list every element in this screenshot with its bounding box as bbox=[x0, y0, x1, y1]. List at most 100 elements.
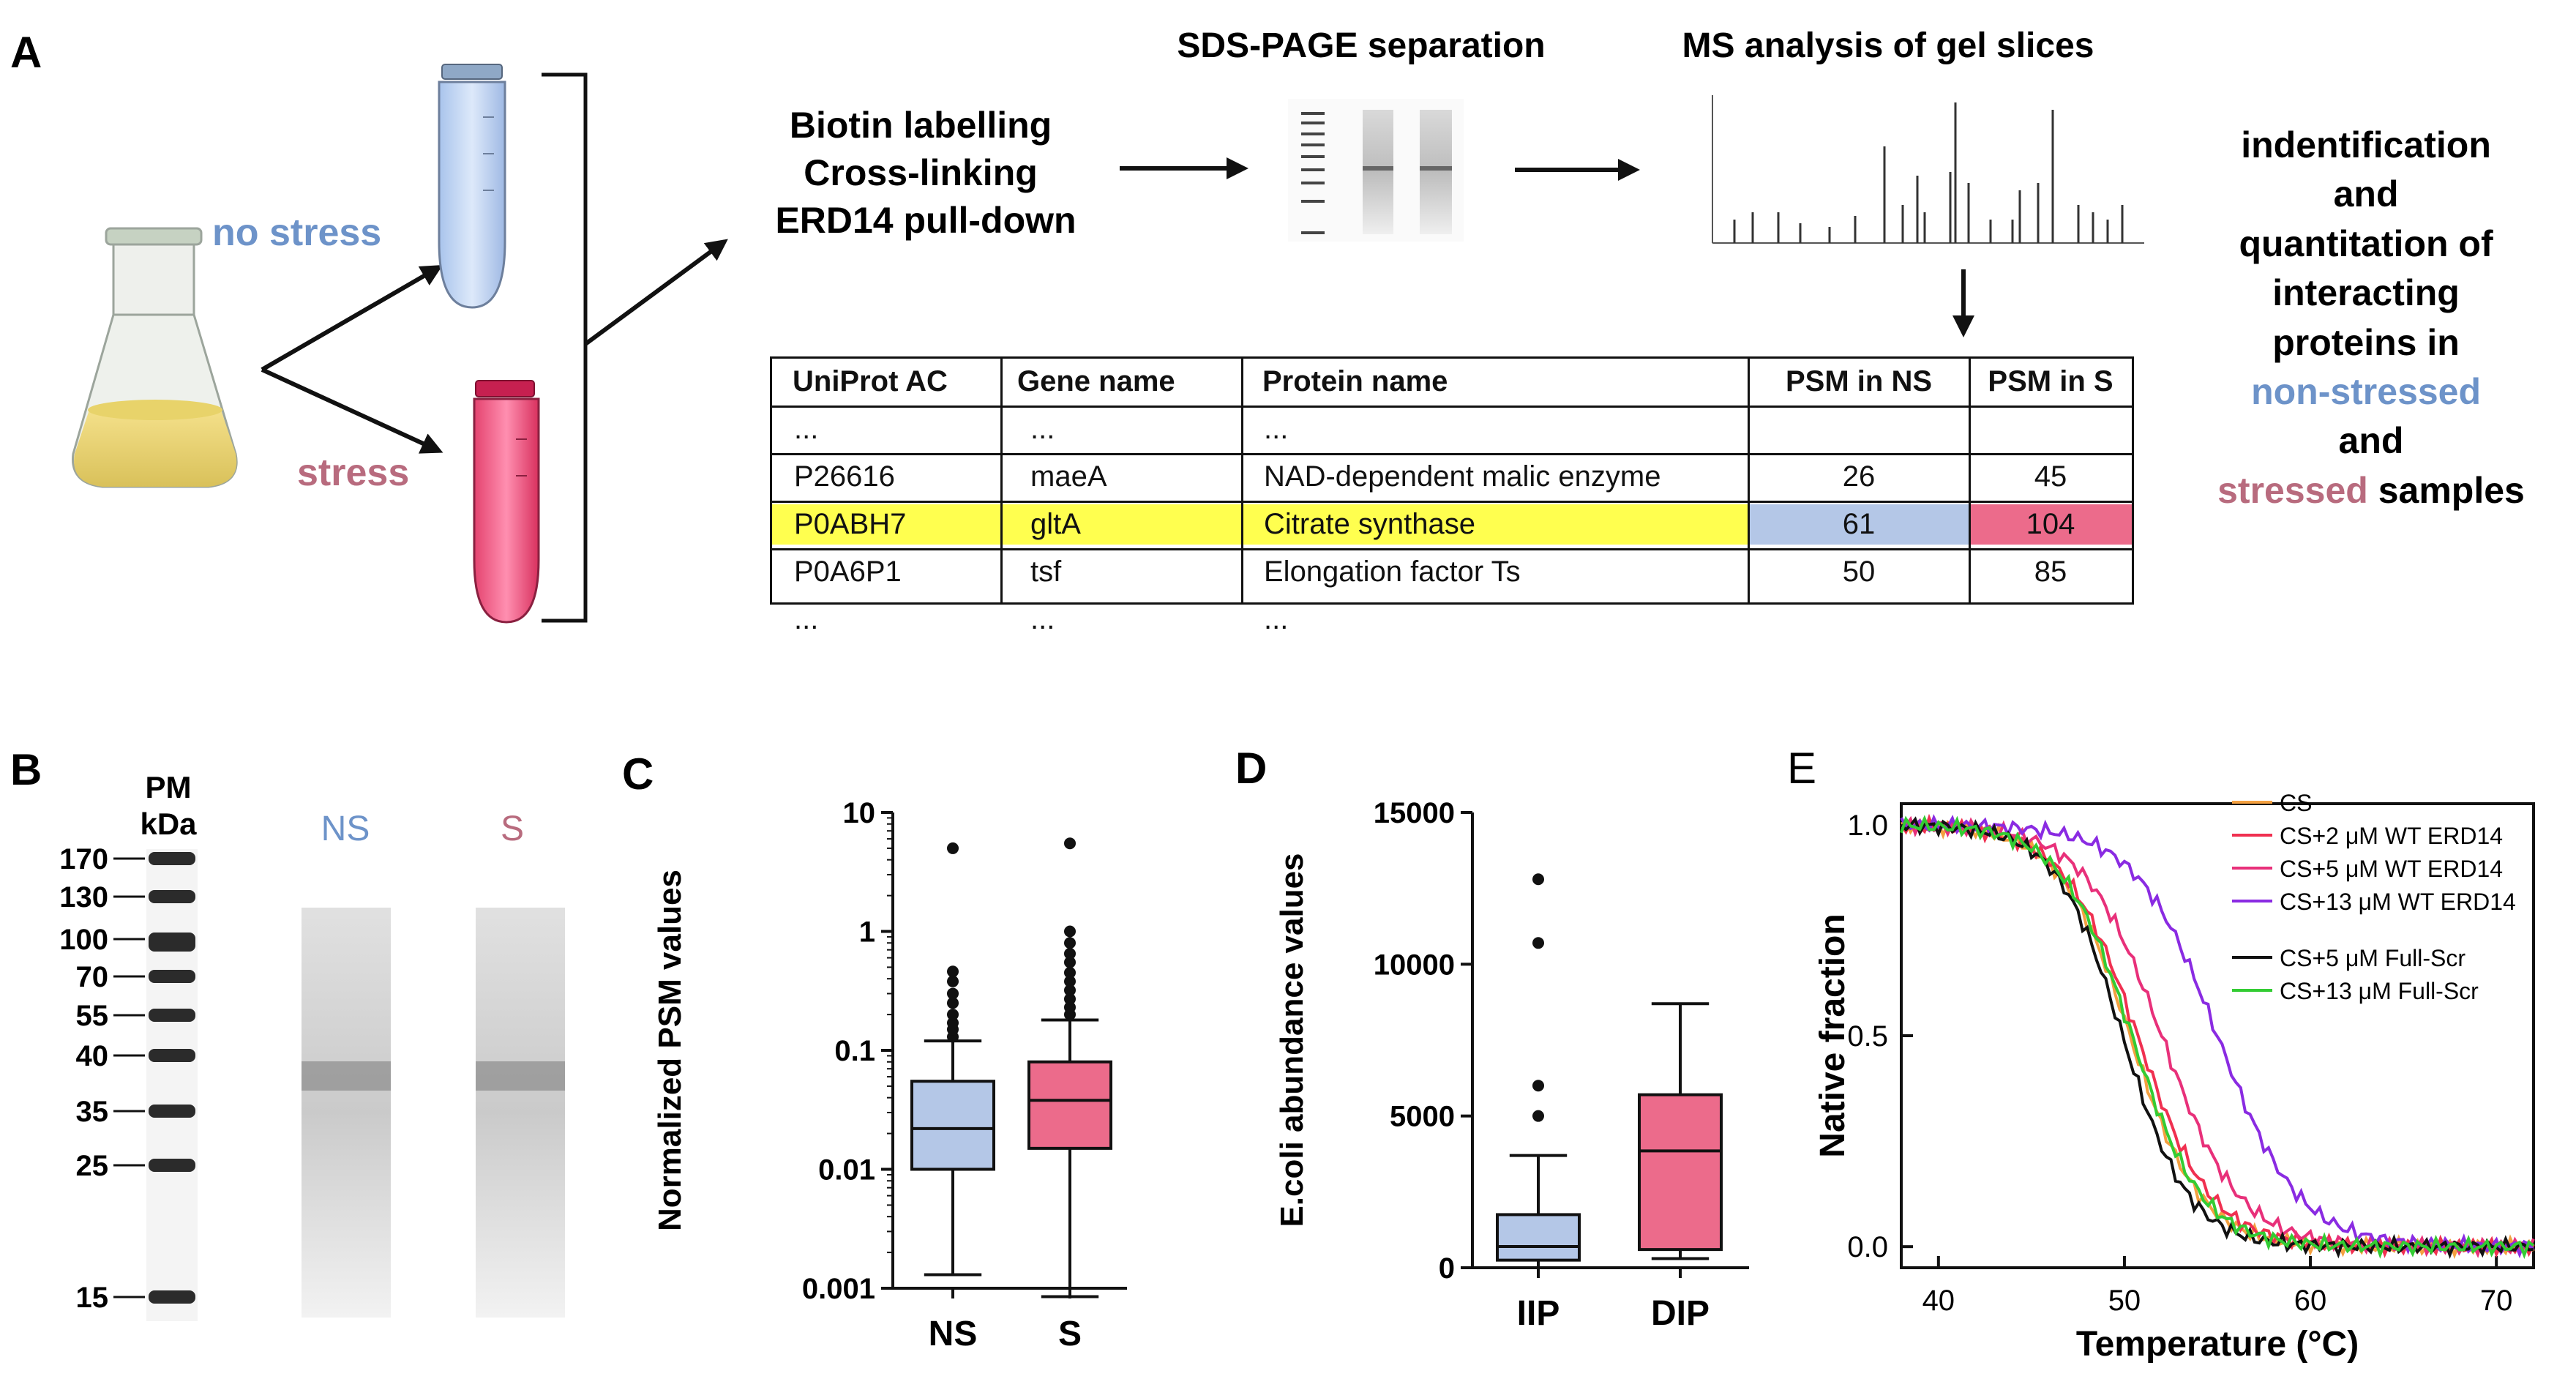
category-label: DIP bbox=[1651, 1294, 1710, 1333]
table-divider bbox=[1241, 359, 1243, 602]
legend-label: CS+13 μM WT ERD14 bbox=[2280, 889, 2516, 915]
flask-icon bbox=[72, 227, 238, 488]
x-tick-label: 50 bbox=[2108, 1285, 2141, 1317]
legend-label: CS bbox=[2280, 790, 2312, 816]
marker-labels: 170 130 100 70 55 40 35 25 15 bbox=[59, 843, 145, 1314]
no-stress-label: no stress bbox=[212, 212, 381, 254]
psm-table: UniProt AC Gene name Protein name PSM in NS… bbox=[770, 356, 2134, 635]
table-cell: 61 bbox=[1748, 504, 1969, 545]
branch-arrows bbox=[261, 264, 443, 454]
lane-ns-label: NS bbox=[321, 810, 370, 848]
box-S bbox=[1027, 1060, 1112, 1150]
table-cell bbox=[1969, 409, 2132, 449]
pm-label: PM bbox=[146, 770, 192, 804]
table-cell: ... bbox=[794, 413, 819, 445]
table-row: P0ABH7 gltA Citrate synthase 61 104 bbox=[772, 504, 2132, 545]
marker-band bbox=[149, 890, 195, 903]
x-axis-label: Temperature (°C) bbox=[2076, 1325, 2359, 1364]
table-cell: ... bbox=[794, 603, 819, 635]
table-cell: 26 bbox=[1842, 460, 1876, 493]
curve-cs-13-m-wt-erd14 bbox=[1900, 814, 2535, 1259]
curve-cs-13-m-full-scr bbox=[1900, 815, 2535, 1260]
table-divider bbox=[1748, 359, 1750, 602]
box-IIP bbox=[1496, 1213, 1581, 1262]
table-cell: UniProt AC bbox=[793, 365, 948, 397]
outlier-point bbox=[947, 975, 959, 987]
panel-a-label: A bbox=[10, 28, 42, 77]
table-cell bbox=[1748, 599, 1969, 640]
marker-band bbox=[149, 933, 195, 952]
outlier-point bbox=[947, 987, 959, 1000]
marker-band bbox=[149, 1290, 195, 1304]
table-row: ......... bbox=[772, 409, 2132, 449]
table-cell: ... bbox=[1264, 603, 1289, 635]
outlier-point bbox=[1532, 1080, 1544, 1092]
outlier-point bbox=[947, 1017, 959, 1029]
marker-band bbox=[149, 1009, 195, 1022]
x-tick-label: 60 bbox=[2294, 1285, 2327, 1317]
outlier-point bbox=[1064, 956, 1076, 968]
marker-band bbox=[149, 852, 195, 865]
marker-label: 25 bbox=[76, 1150, 109, 1182]
marker-label: 35 bbox=[76, 1096, 109, 1128]
table-cell: gltA bbox=[1001, 504, 1242, 545]
panel-d-chart: D 0 5000 10000 15000 E.coli abundance values I… bbox=[1235, 744, 1749, 1333]
marker-label: 55 bbox=[76, 1000, 109, 1032]
table-cell: maeA bbox=[1030, 460, 1107, 493]
outlier-point bbox=[947, 965, 959, 978]
outlier-point bbox=[1532, 937, 1544, 949]
box-DIP bbox=[1638, 1093, 1723, 1252]
table-cell: 104 bbox=[1969, 504, 2132, 545]
y-axis-label: E.coli abundance values bbox=[1274, 853, 1310, 1227]
table-cell: ... bbox=[1030, 603, 1055, 635]
y-axis-label: Native fraction bbox=[1813, 913, 1852, 1157]
table-cell bbox=[1969, 599, 2132, 640]
table-cell: 50 bbox=[1842, 556, 1876, 588]
legend-label: CS+13 μM Full-Scr bbox=[2280, 978, 2479, 1004]
table-cell: ... bbox=[1030, 413, 1055, 445]
lane-s-label: S bbox=[501, 810, 524, 848]
table-row: ......... bbox=[772, 599, 2132, 640]
outlier-point bbox=[1064, 837, 1076, 850]
marker-label: 100 bbox=[59, 924, 108, 956]
table-cell: PSM in NS bbox=[1785, 365, 1933, 397]
table-divider bbox=[772, 406, 2132, 408]
panel-label: E bbox=[1787, 744, 1816, 793]
box-NS bbox=[910, 1080, 995, 1171]
table-row: P26616 maeA NAD-dependent malic enzyme 26 45 bbox=[772, 457, 2132, 497]
ms-spectrum-image bbox=[1712, 95, 2144, 244]
legend-label: CS+5 μM WT ERD14 bbox=[2280, 856, 2503, 882]
category-label: IIP bbox=[1517, 1294, 1560, 1333]
bracket-arrow bbox=[584, 239, 728, 346]
y-tick-label: 1.0 bbox=[1847, 810, 1888, 842]
marker-band bbox=[149, 970, 195, 983]
summary-last-line: stressed samples bbox=[2217, 470, 2525, 511]
outlier-point bbox=[1064, 975, 1076, 987]
outlier-point bbox=[1064, 925, 1076, 938]
stress-label: stress bbox=[297, 452, 409, 494]
marker-band bbox=[149, 1159, 195, 1172]
y-tick-label: 1 bbox=[859, 916, 875, 949]
tube-stress-icon bbox=[473, 380, 540, 624]
table-cell: Gene name bbox=[1017, 365, 1175, 397]
outlier-point bbox=[1064, 966, 1076, 979]
steps-text: Biotin labelling Cross-linking ERD14 pul… bbox=[775, 105, 1076, 241]
marker-label: 170 bbox=[59, 843, 108, 875]
outlier-point bbox=[1064, 937, 1076, 949]
outlier-point bbox=[1064, 1001, 1076, 1014]
y-tick-label: 5000 bbox=[1390, 1101, 1455, 1133]
table-cell bbox=[1748, 409, 1969, 449]
table-cell: 45 bbox=[2034, 460, 2067, 493]
table-cell: 85 bbox=[2034, 556, 2067, 588]
tube-no-stress-icon bbox=[438, 64, 506, 309]
table-cell: P0ABH7 bbox=[772, 504, 1001, 545]
kda-label: kDa bbox=[140, 807, 197, 841]
category-label: S bbox=[1058, 1315, 1082, 1353]
panel-b-label: B bbox=[10, 745, 42, 794]
y-tick-label: 0.0 bbox=[1847, 1231, 1888, 1263]
table-divider bbox=[772, 501, 2132, 503]
y-tick-label: 0.001 bbox=[802, 1273, 875, 1305]
x-tick-label: 70 bbox=[2480, 1285, 2513, 1317]
outlier-point bbox=[1064, 947, 1076, 960]
